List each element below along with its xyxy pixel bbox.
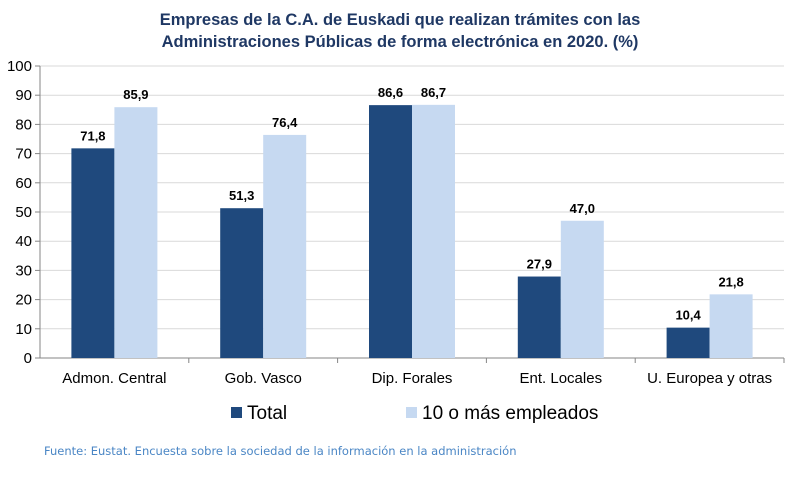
y-tick-label: 90: [15, 87, 32, 104]
x-tick-label: Ent. Locales: [520, 370, 603, 387]
bar-grandes: [114, 107, 158, 358]
legend-label: Total: [247, 403, 287, 424]
y-tick-label: 80: [15, 116, 32, 133]
y-tick-label: 20: [15, 292, 32, 309]
chart-title-line-1: Empresas de la C.A. de Euskadi que reali…: [159, 11, 641, 29]
data-label: 27,9: [527, 257, 552, 272]
bar-total: [220, 208, 264, 358]
data-label: 51,3: [229, 188, 254, 203]
x-tick-label: Dip. Forales: [372, 370, 453, 387]
bar-grandes: [709, 294, 753, 358]
source-note: Fuente: Eustat. Encuesta sobre la socied…: [44, 444, 517, 458]
data-label: 10,4: [675, 308, 701, 323]
bar-grandes: [412, 104, 455, 358]
data-label: 86,7: [421, 85, 446, 100]
legend-swatch: [231, 407, 242, 418]
bar-total: [369, 105, 412, 359]
y-tick-label: 70: [15, 146, 32, 163]
x-tick-label: Admon. Central: [62, 370, 166, 387]
legend-label: 10 o más empleados: [422, 403, 598, 424]
data-label: 85,9: [123, 87, 148, 102]
data-label: 71,8: [80, 128, 105, 143]
x-tick-label: U. Europea y otras: [647, 370, 772, 387]
y-tick-label: 30: [15, 262, 32, 279]
legend-swatch: [406, 407, 417, 418]
data-label: 21,8: [718, 274, 743, 289]
bar-grandes: [560, 220, 604, 358]
data-label: 76,4: [272, 115, 298, 130]
data-label: 47,0: [570, 201, 595, 216]
chart-title: Empresas de la C.A. de Euskadi que reali…: [0, 9, 800, 53]
chart-title-line-2: Administraciones Públicas de forma elect…: [161, 33, 639, 51]
bar-total: [666, 327, 710, 358]
y-tick-label: 10: [15, 321, 32, 338]
y-tick-label: 0: [24, 350, 32, 367]
bar-grandes: [263, 134, 307, 358]
x-tick-label: Gob. Vasco: [225, 370, 302, 387]
bar-total: [517, 276, 561, 358]
bar-total: [71, 148, 115, 358]
data-label: 86,6: [378, 85, 403, 100]
y-tick-label: 60: [15, 175, 32, 192]
y-tick-label: 40: [15, 233, 32, 250]
y-tick-label: 100: [7, 58, 32, 75]
y-tick-label: 50: [15, 204, 32, 221]
